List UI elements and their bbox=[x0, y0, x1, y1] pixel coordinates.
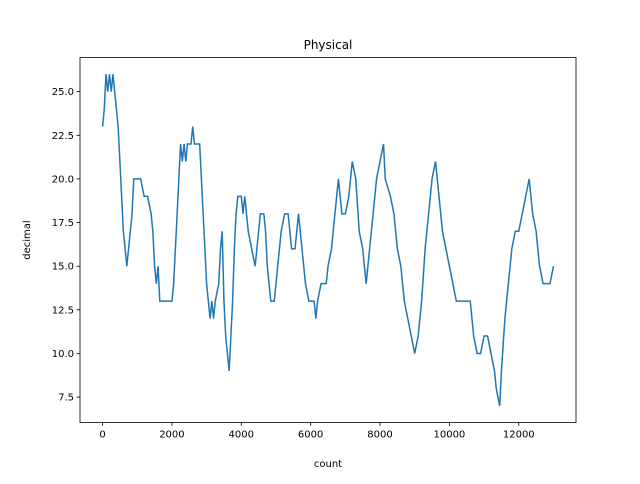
y-tick-label: 17.5 bbox=[52, 218, 74, 229]
data-line bbox=[101, 74, 555, 406]
x-tick-label: 2000 bbox=[159, 429, 184, 440]
x-tick-label: 8000 bbox=[367, 429, 392, 440]
plot-frame bbox=[79, 57, 577, 423]
chart-title: Physical bbox=[304, 38, 353, 52]
x-tick-label: 6000 bbox=[298, 429, 323, 440]
y-axis-label: decimal bbox=[22, 220, 33, 259]
x-tick-label: 12000 bbox=[503, 429, 535, 440]
y-tick-label: 10.0 bbox=[52, 349, 74, 360]
x-tick-label: 0 bbox=[99, 429, 105, 440]
x-tick-label: 10000 bbox=[433, 429, 465, 440]
y-tick-label: 22.5 bbox=[52, 131, 74, 142]
x-tick-label: 4000 bbox=[229, 429, 254, 440]
y-tick-label: 20.0 bbox=[52, 174, 74, 185]
y-tick-label: 25.0 bbox=[52, 87, 74, 98]
y-tick-label: 12.5 bbox=[52, 305, 74, 316]
y-tick-label: 15.0 bbox=[52, 262, 74, 273]
y-tick-label: 7.5 bbox=[58, 393, 74, 404]
x-axis-label: count bbox=[314, 459, 342, 470]
